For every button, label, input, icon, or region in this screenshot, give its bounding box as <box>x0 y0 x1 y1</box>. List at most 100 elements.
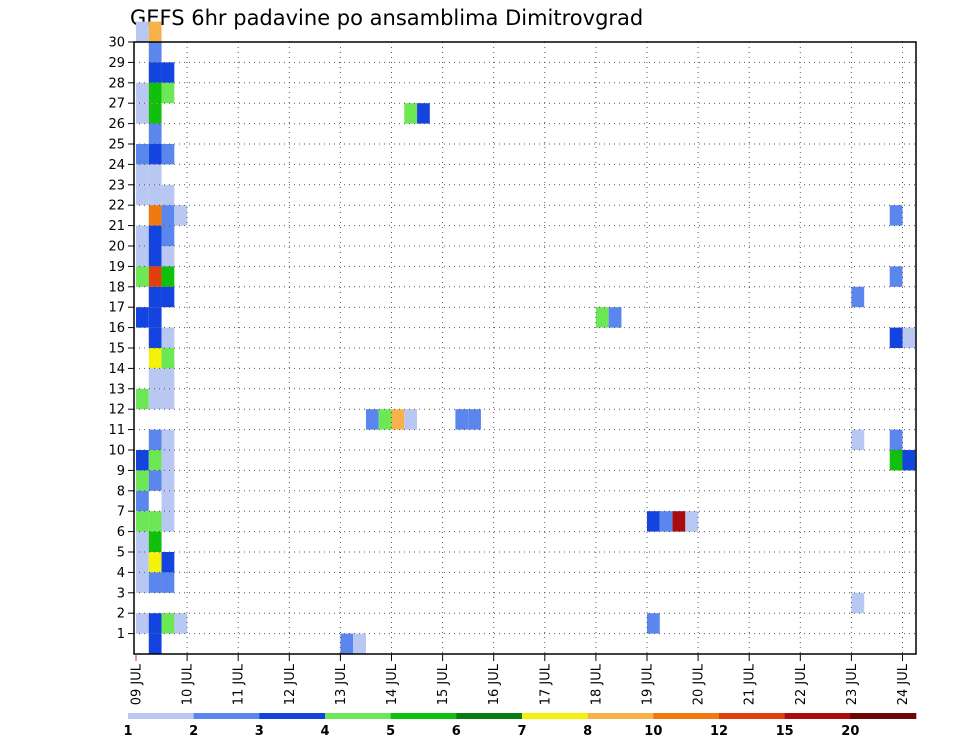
colorbar-swatch <box>128 713 194 719</box>
colorbar-swatch <box>325 713 391 719</box>
colorbar-swatch <box>653 713 720 719</box>
data-cell <box>148 123 162 144</box>
x-tick-label: 11 JUL <box>232 663 247 705</box>
y-tick-label: 17 <box>108 301 125 316</box>
data-cell <box>595 307 609 328</box>
data-cell <box>136 21 149 42</box>
data-cell <box>353 633 366 654</box>
x-tick-label: 10 JUL <box>181 663 196 705</box>
data-cell <box>404 103 418 124</box>
colorbar-label: 6 <box>452 724 461 739</box>
colorbar-swatch <box>719 713 785 719</box>
data-cell <box>161 450 175 471</box>
y-tick-label: 19 <box>108 260 125 275</box>
y-tick-label: 7 <box>117 505 125 520</box>
data-cell <box>404 409 418 430</box>
data-cell <box>161 429 175 450</box>
data-cell <box>889 205 903 226</box>
y-tick-label: 4 <box>117 566 125 581</box>
data-cell <box>608 307 622 328</box>
x-tick-label: 24 JUL <box>896 663 911 705</box>
data-cell <box>161 246 175 267</box>
data-cell <box>647 511 660 532</box>
x-tick-label: 16 JUL <box>487 663 502 705</box>
data-cell <box>148 429 162 450</box>
colorbar-legend: 1 2 3 4 5 6 7 8 10 12 15 20 <box>123 713 917 739</box>
colorbar-label: 10 <box>644 724 662 739</box>
data-cell <box>161 286 175 308</box>
y-tick-label: 20 <box>108 240 125 255</box>
data-cell <box>148 21 162 42</box>
y-tick-label: 13 <box>108 382 125 397</box>
y-tick-label: 21 <box>108 219 125 234</box>
x-axis-ticks: 09 JUL 10 JUL 11 JUL 12 JUL 13 JUL 14 JUL 15 J… <box>130 654 911 705</box>
data-cell <box>148 348 162 369</box>
data-cell <box>161 490 175 512</box>
data-cell <box>136 246 149 267</box>
data-cell <box>148 164 162 185</box>
x-tick-label: 20 JUL <box>692 663 707 705</box>
colorbar-label: 5 <box>386 724 395 739</box>
x-tick-label: 22 JUL <box>794 663 809 705</box>
grid-lines <box>134 42 916 654</box>
data-cell <box>455 409 469 430</box>
colorbar-swatch <box>390 713 457 719</box>
x-tick-label: 13 JUL <box>334 663 349 705</box>
data-cell <box>851 592 865 614</box>
y-tick-label: 6 <box>117 525 125 540</box>
y-tick-label: 30 <box>108 36 125 51</box>
data-cell <box>161 613 175 634</box>
data-cell <box>672 511 686 532</box>
data-cell <box>161 144 175 165</box>
data-cell <box>161 62 175 83</box>
y-tick-label: 5 <box>117 546 125 561</box>
data-cell <box>161 572 175 593</box>
x-tick-label: 15 JUL <box>436 663 451 705</box>
colorbar-swatch <box>522 713 588 719</box>
data-cell <box>136 144 149 165</box>
y-tick-label: 12 <box>108 403 125 418</box>
data-cell <box>148 511 162 532</box>
y-tick-label: 10 <box>108 444 125 459</box>
y-tick-label: 29 <box>108 56 125 71</box>
x-tick-label: 12 JUL <box>283 663 298 705</box>
colorbar-label: 15 <box>776 724 794 739</box>
data-cell <box>365 409 379 430</box>
data-cell <box>378 409 392 430</box>
y-tick-label: 11 <box>108 423 125 438</box>
y-axis-ticks: 1234567891011121314151617181920212223242… <box>108 36 134 642</box>
data-cell <box>148 307 162 328</box>
data-cell <box>889 429 903 450</box>
colorbar-label: 1 <box>123 724 132 739</box>
data-cell <box>148 327 162 348</box>
colorbar-swatch <box>193 713 260 719</box>
data-cell <box>391 409 405 430</box>
y-tick-label: 26 <box>108 117 125 132</box>
data-cell <box>889 450 903 471</box>
data-cell <box>136 164 149 185</box>
colorbar-label: 20 <box>841 724 859 739</box>
data-cell <box>148 572 162 593</box>
data-cell <box>136 470 149 491</box>
data-cell <box>136 531 149 552</box>
data-cell <box>902 327 916 348</box>
colorbar-label: 7 <box>517 724 526 739</box>
data-cell <box>161 368 175 389</box>
y-tick-label: 16 <box>108 321 125 336</box>
y-tick-label: 24 <box>108 158 125 173</box>
data-cell <box>161 82 175 104</box>
data-cell <box>148 62 162 83</box>
data-cell <box>889 327 903 348</box>
chart-title: GEFS 6hr padavine po ansamblima Dimitrov… <box>130 6 643 30</box>
y-tick-label: 23 <box>108 178 125 193</box>
x-tick-label: 17 JUL <box>538 663 553 705</box>
y-tick-label: 9 <box>117 464 125 479</box>
x-tick-label: 18 JUL <box>589 663 604 705</box>
data-cell <box>174 613 188 634</box>
data-cell <box>174 205 188 226</box>
x-tick-label: 21 JUL <box>743 663 758 705</box>
y-tick-label: 1 <box>117 627 125 642</box>
colorbar-swatch <box>456 713 523 719</box>
y-tick-label: 15 <box>108 342 125 357</box>
